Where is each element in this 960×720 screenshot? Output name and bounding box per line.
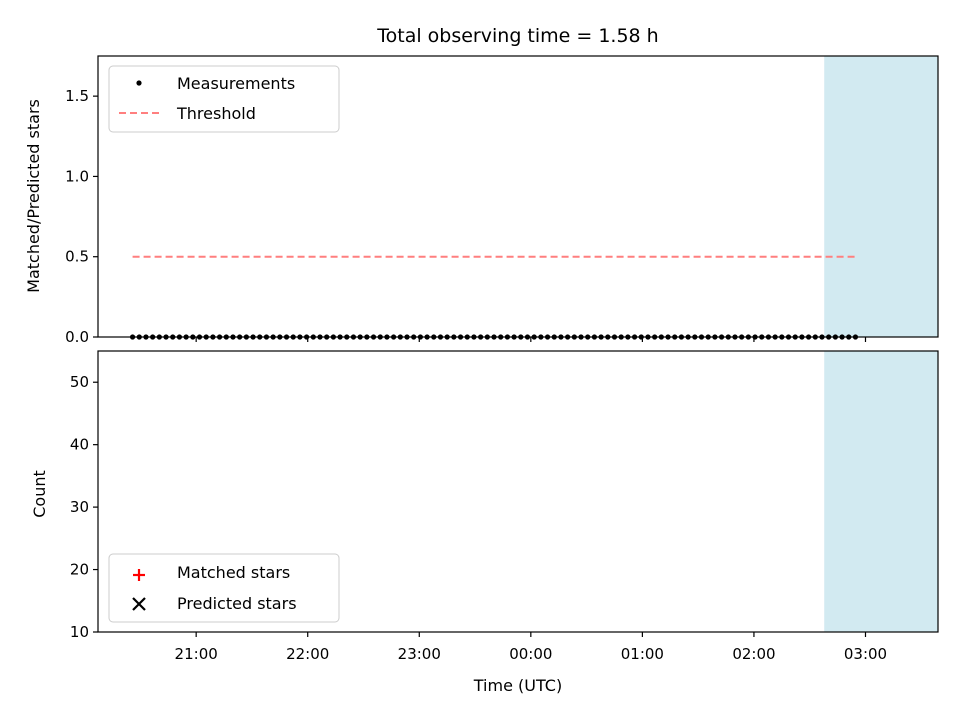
legend-predicted-label: Predicted stars [177, 594, 297, 613]
legend-threshold-label: Threshold [176, 104, 256, 123]
legend-measurements-marker [136, 80, 142, 86]
bottom-y-axis: 10 20 30 40 50 [70, 373, 98, 641]
bottom-x-axis: 21:00 22:00 23:00 00:00 01:00 02:00 03:00 [175, 632, 887, 663]
legend-matched-label: Matched stars [177, 563, 290, 582]
top-highlight-span [824, 56, 938, 337]
y-tick-label: 30 [70, 498, 89, 516]
top-legend: Measurements Threshold [108, 65, 340, 133]
x-tick-label: 22:00 [286, 645, 329, 663]
bottom-legend: Matched stars Predicted stars [108, 553, 340, 623]
x-tick-label: 21:00 [175, 645, 218, 663]
x-axis-label: Time (UTC) [473, 676, 562, 695]
x-tick-label: 03:00 [844, 645, 887, 663]
y-tick-label: 20 [70, 561, 89, 579]
y-tick-label: 1.5 [65, 87, 89, 105]
top-axes-frame [97, 55, 939, 338]
top-ylabel: Matched/Predicted stars [24, 99, 43, 293]
top-marks [129, 255, 859, 340]
top-x-ticks [195, 337, 867, 342]
x-tick-label: 02:00 [732, 645, 775, 663]
bottom-axes-frame [97, 350, 939, 633]
top-y-axis: 0.0 0.5 1.0 1.5 [65, 87, 98, 346]
bottom-highlight-span [824, 351, 938, 632]
y-tick-label: 50 [70, 373, 89, 391]
y-tick-label: 0.0 [65, 328, 89, 346]
x-tick-label: 01:00 [621, 645, 664, 663]
bottom-panel: 10 20 30 40 50 21:00 22:00 23:00 00:00 01:00 02:0… [30, 350, 939, 695]
bottom-ylabel: Count [30, 470, 49, 518]
legend-predicted-marker [132, 597, 146, 611]
legend-measurements-label: Measurements [177, 74, 295, 93]
chart-title: Total observing time = 1.58 h [376, 25, 658, 47]
y-tick-label: 1.0 [65, 167, 89, 185]
x-tick-label: 23:00 [398, 645, 441, 663]
legend-matched-marker [133, 569, 145, 581]
top-panel: 0.0 0.5 1.0 1.5 Matched/Predicted stars Mea… [24, 55, 939, 346]
y-tick-label: 40 [70, 436, 89, 454]
y-tick-label: 0.5 [65, 248, 89, 266]
y-tick-label: 10 [70, 623, 89, 641]
x-tick-label: 00:00 [509, 645, 552, 663]
